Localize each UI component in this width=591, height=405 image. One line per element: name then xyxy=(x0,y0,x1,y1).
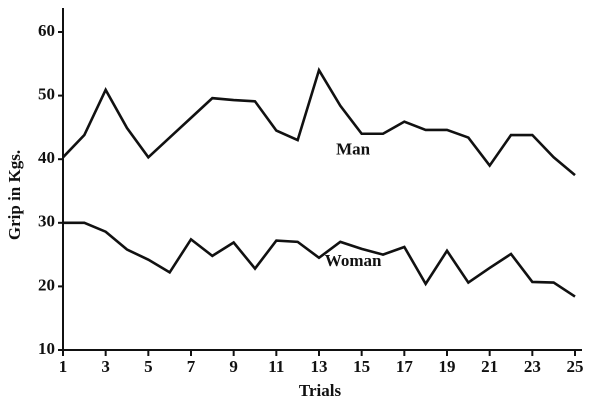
x-tick-label: 9 xyxy=(229,357,238,376)
y-tick-label: 60 xyxy=(38,21,55,40)
y-tick-label: 20 xyxy=(38,275,55,294)
series-label: Woman xyxy=(325,251,382,270)
y-tick-label: 50 xyxy=(38,85,55,104)
y-axis-label: Grip in Kgs. xyxy=(5,150,24,240)
x-tick-label: 17 xyxy=(396,357,414,376)
series-label: Man xyxy=(336,140,371,159)
y-tick-label: 30 xyxy=(38,212,55,231)
x-tick-label: 11 xyxy=(268,357,284,376)
x-axis-label: Trials xyxy=(299,381,342,400)
x-tick-label: 21 xyxy=(481,357,498,376)
x-tick-label: 15 xyxy=(353,357,370,376)
y-tick-label: 10 xyxy=(38,339,55,358)
series-line xyxy=(62,66,576,177)
x-tick-label: 25 xyxy=(567,357,584,376)
x-tick-label: 19 xyxy=(439,357,456,376)
x-tick-label: 23 xyxy=(524,357,541,376)
x-tick-label: 1 xyxy=(59,357,68,376)
x-tick-label: 5 xyxy=(144,357,153,376)
x-tick-label: 13 xyxy=(311,357,328,376)
x-tick-label: 3 xyxy=(101,357,110,376)
series-line xyxy=(63,221,576,298)
x-tick-label: 7 xyxy=(187,357,196,376)
y-tick-label: 40 xyxy=(38,148,55,167)
